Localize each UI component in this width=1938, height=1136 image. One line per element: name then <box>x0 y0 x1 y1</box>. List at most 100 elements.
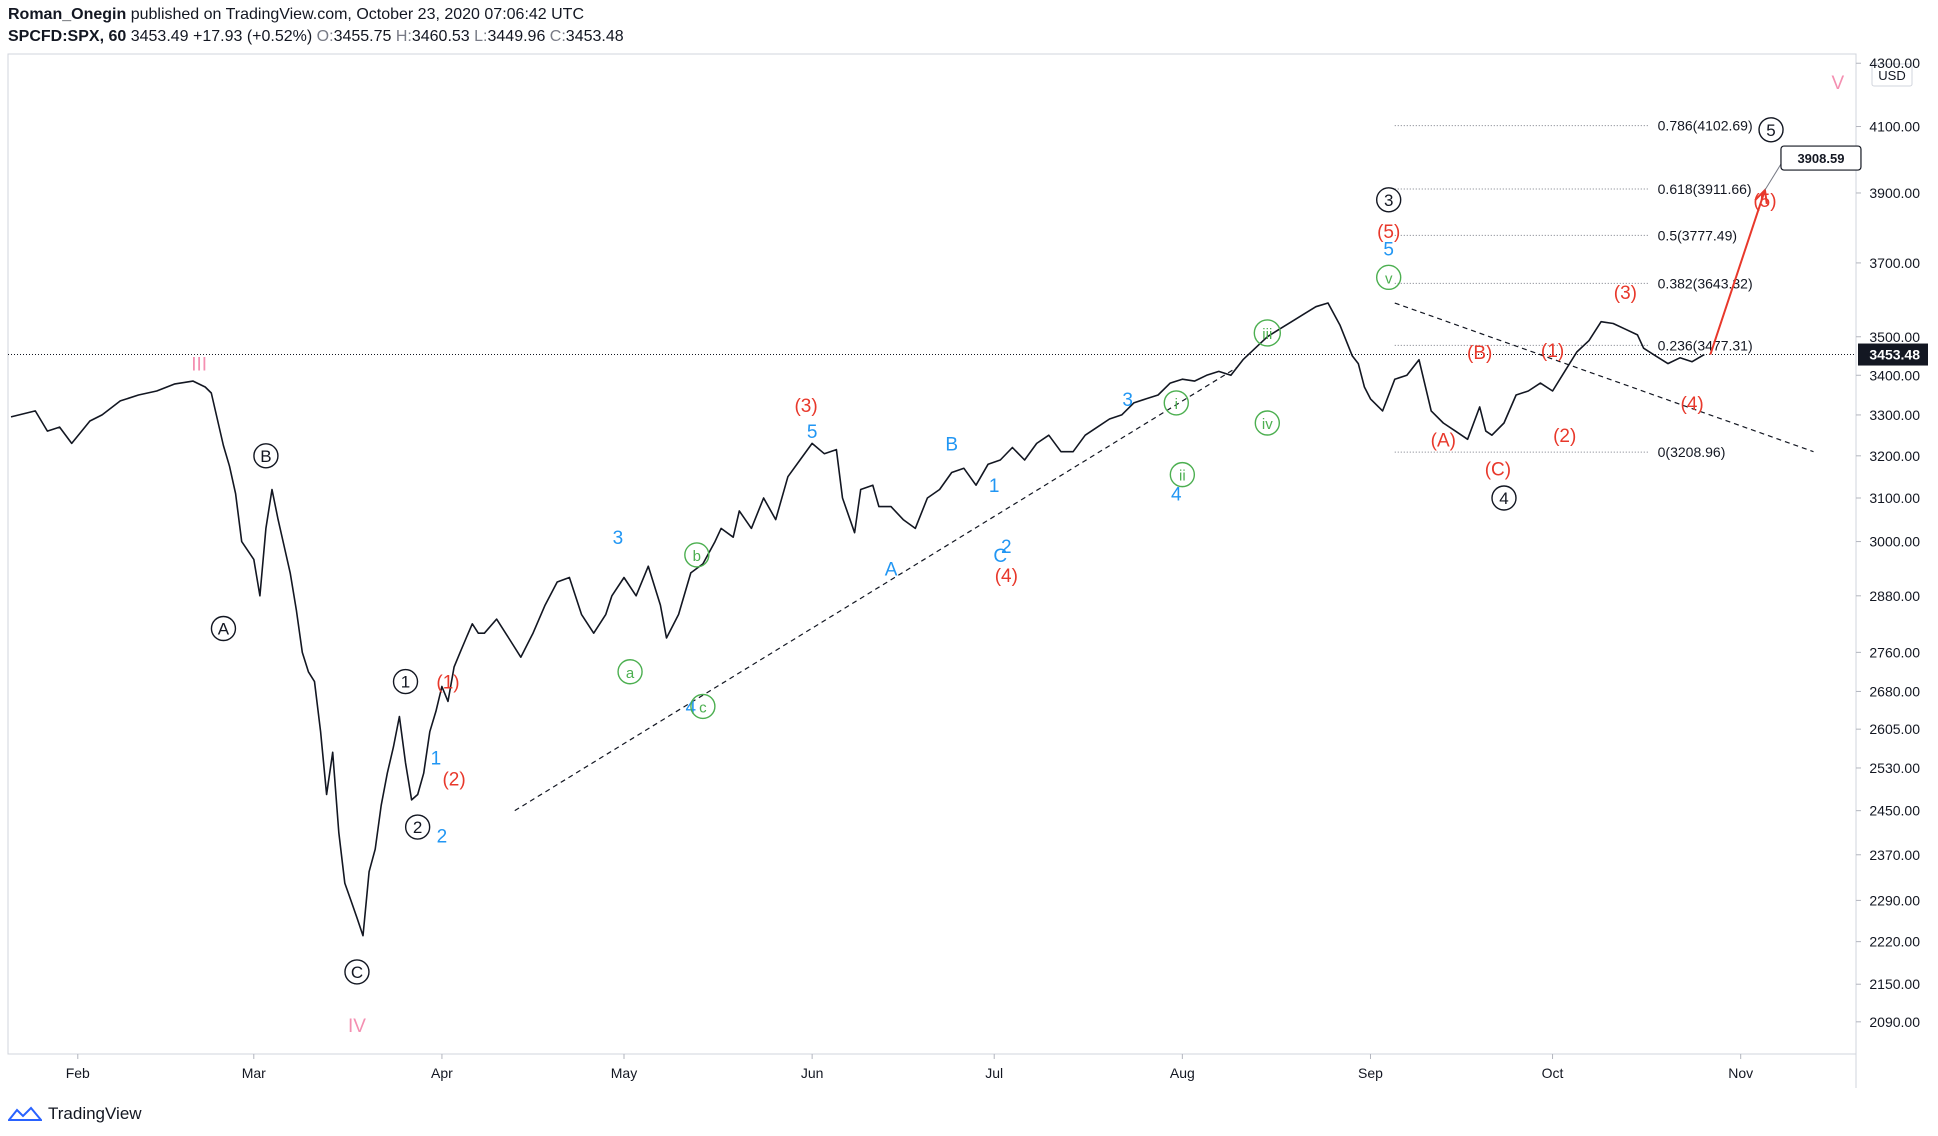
x-tick-label: Aug <box>1170 1065 1195 1081</box>
wave-label: (1) <box>436 673 459 694</box>
wave-label: 1 <box>401 673 410 692</box>
y-tick-label: 2760.00 <box>1869 644 1920 660</box>
published-text: published on TradingView.com, October 23… <box>130 6 585 23</box>
wave-label-circle <box>1169 461 1196 488</box>
wave-label-circle <box>617 659 643 685</box>
symbol-name[interactable]: SPCFD:SPX, 60 <box>8 28 127 45</box>
x-tick-label: Oct <box>1542 1065 1564 1081</box>
x-tick-label: Sep <box>1358 1065 1383 1081</box>
high-label: H: <box>395 28 412 45</box>
author-name[interactable]: Roman_Onegin <box>8 6 127 23</box>
wave-label: 4 <box>1499 489 1508 508</box>
wave-label-circle <box>253 443 279 469</box>
tradingview-brand: TradingView <box>48 1104 142 1123</box>
wave-label: (5) <box>1377 222 1400 243</box>
wave-label-circle <box>1253 319 1282 347</box>
fib-level-label: 0.618(3911.66) <box>1658 181 1752 197</box>
tradingview-footer[interactable]: TradingView <box>8 1104 142 1124</box>
wave-label-circle <box>1254 410 1281 436</box>
wave-label: 3 <box>1384 191 1393 210</box>
y-tick-label: 2680.00 <box>1869 683 1920 699</box>
projection-arrow-line <box>1709 189 1766 355</box>
wave-label: 2 <box>1001 537 1012 558</box>
low-value: 3449.96 <box>487 28 546 45</box>
wave-label-circle <box>1758 117 1784 143</box>
fib-level-label: 0.236(3477.31) <box>1658 337 1753 353</box>
wave-label-circle <box>1375 264 1402 291</box>
y-tick-label: 3700.00 <box>1869 255 1920 271</box>
wave-label: (4) <box>1681 394 1704 415</box>
wave-label: i <box>1175 396 1178 413</box>
y-tick-label: 3000.00 <box>1869 534 1920 550</box>
x-tick-label: Nov <box>1728 1065 1753 1081</box>
wave-label: (2) <box>1553 426 1576 447</box>
y-tick-label: 2370.00 <box>1869 847 1920 863</box>
y-tick-label: 3100.00 <box>1869 490 1920 506</box>
x-tick-label: Feb <box>66 1065 90 1081</box>
y-tick-label: 4300.00 <box>1869 55 1920 71</box>
wave-label-circle <box>1375 187 1402 213</box>
y-tick-label: 2220.00 <box>1869 934 1920 950</box>
close-label: C: <box>549 28 566 45</box>
wave-label-circle <box>404 814 431 840</box>
currency-badge <box>1871 63 1913 87</box>
wave-label: C <box>993 546 1007 567</box>
wave-label: (2) <box>442 770 465 791</box>
wave-label: A <box>885 559 898 580</box>
wave-label-circle <box>684 542 710 568</box>
fib-level-label: 0(3208.96) <box>1658 444 1726 460</box>
y-tick-label: 2150.00 <box>1869 976 1920 992</box>
wave-label: (C) <box>1485 459 1511 480</box>
fib-level-label: 0.786(4102.69) <box>1658 118 1753 134</box>
wave-label: 4 <box>1171 485 1182 506</box>
currency-label: USD <box>1878 68 1905 83</box>
wave-label: III <box>191 355 207 376</box>
y-tick-label: 3300.00 <box>1869 407 1920 423</box>
wave-label: 5 <box>807 422 818 443</box>
price-change: +17.93 (+0.52%) <box>193 28 313 45</box>
wave-label-circle <box>344 959 370 985</box>
target-callout-pointer <box>1764 163 1782 191</box>
wave-label-circle <box>210 615 237 642</box>
x-tick-label: Jul <box>985 1065 1003 1081</box>
y-tick-label: 2090.00 <box>1869 1014 1920 1030</box>
wave-label: 5 <box>1766 121 1775 140</box>
target-callout-label: 3908.59 <box>1797 151 1844 166</box>
wave-label: ii <box>1179 468 1186 485</box>
wave-label: B <box>945 434 958 455</box>
wave-label: (B) <box>1467 343 1492 364</box>
close-value: 3453.48 <box>565 28 624 45</box>
wave-label: iii <box>1262 326 1272 343</box>
wave-label: (3) <box>1614 283 1637 304</box>
open-value: 3455.75 <box>333 28 392 45</box>
target-callout-box <box>1780 145 1862 171</box>
wave-label: 2 <box>437 826 448 847</box>
wave-label: IV <box>348 1016 366 1037</box>
wave-label-circle <box>1491 485 1517 511</box>
wave-label-circle <box>392 668 419 695</box>
x-tick-label: Apr <box>431 1065 453 1081</box>
wave-label: (A) <box>1431 430 1456 451</box>
x-tick-label: Jun <box>801 1065 824 1081</box>
symbol-legend: SPCFD:SPX, 60 3453.49 +17.93 (+0.52%) O:… <box>8 28 624 46</box>
tradingview-logo-icon <box>8 1106 42 1121</box>
wave-label: 5 <box>1383 240 1394 261</box>
low-label: L: <box>474 28 488 45</box>
wave-label: b <box>693 548 701 565</box>
y-tick-label: 3400.00 <box>1869 367 1920 383</box>
upper-trendline <box>1394 302 1814 453</box>
wave-label: V <box>1831 73 1844 94</box>
y-tick-label: 2450.00 <box>1869 803 1920 819</box>
wave-label: v <box>1385 270 1393 287</box>
lower-trendline <box>514 366 1238 812</box>
wave-label: (1) <box>1541 341 1564 362</box>
y-tick-label: 4100.00 <box>1869 119 1920 135</box>
open-label: O: <box>316 28 334 45</box>
y-tick-label: 2880.00 <box>1869 588 1920 604</box>
y-tick-label: 3200.00 <box>1869 448 1920 464</box>
current-price-badge <box>1858 343 1928 366</box>
wave-label: a <box>626 665 635 682</box>
wave-label: iv <box>1262 416 1273 433</box>
y-tick-label: 2290.00 <box>1869 892 1920 908</box>
